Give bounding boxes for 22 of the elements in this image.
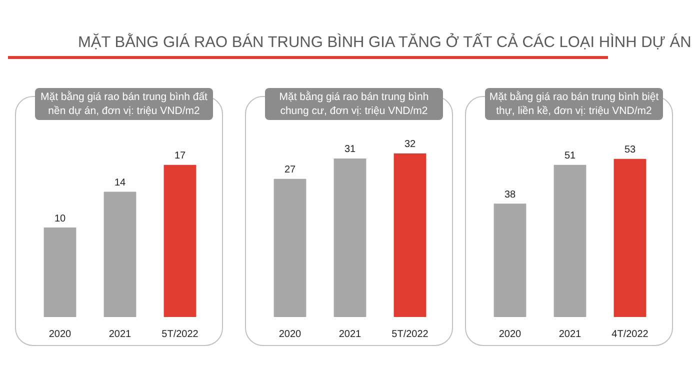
text: MẶT BẰNG GIÁ RAO BÁN TRUNG BÌNH GIA TĂNG Ở TẤT CẢ CÁC LOẠI HÌNH DỰ ÁN: [78, 34, 692, 52]
chart-title: Mặt bằng giá rao bán trung bình chung cư, đơn vị: triệu VND/m2: [265, 88, 443, 120]
data-label: 27: [284, 164, 296, 176]
x-tick-label: 2021: [338, 328, 362, 340]
data-label: 32: [404, 139, 416, 150]
x-tick-label: 2021: [108, 328, 132, 340]
chart-title: Mặt bằng giá rao bán trung bình đất nền dự án, đơn vị: triệu VND/m2: [35, 88, 213, 120]
x-tick-label: 2020: [498, 328, 522, 340]
x-tick-label: 4T/2022: [612, 328, 649, 340]
x-tick-label: 5T/2022: [162, 328, 199, 340]
data-label: 53: [624, 144, 636, 156]
x-tick-label: 2021: [558, 328, 582, 340]
chart-title: Mặt bằng giá rao bán trung bình biệt thự, liền kề, đơn vị: triệu VND/m2: [485, 88, 663, 120]
data-label: 31: [344, 144, 356, 156]
data-label: 51: [564, 150, 576, 162]
x-tick-label: 2020: [48, 328, 72, 340]
x-tick-label: 2020: [278, 328, 302, 340]
data-label: 14: [114, 177, 126, 188]
x-tick-label: 5T/2022: [392, 328, 429, 340]
data-label: 17: [174, 150, 186, 162]
data-label: 38: [504, 189, 516, 200]
data-label: 10: [54, 213, 66, 224]
